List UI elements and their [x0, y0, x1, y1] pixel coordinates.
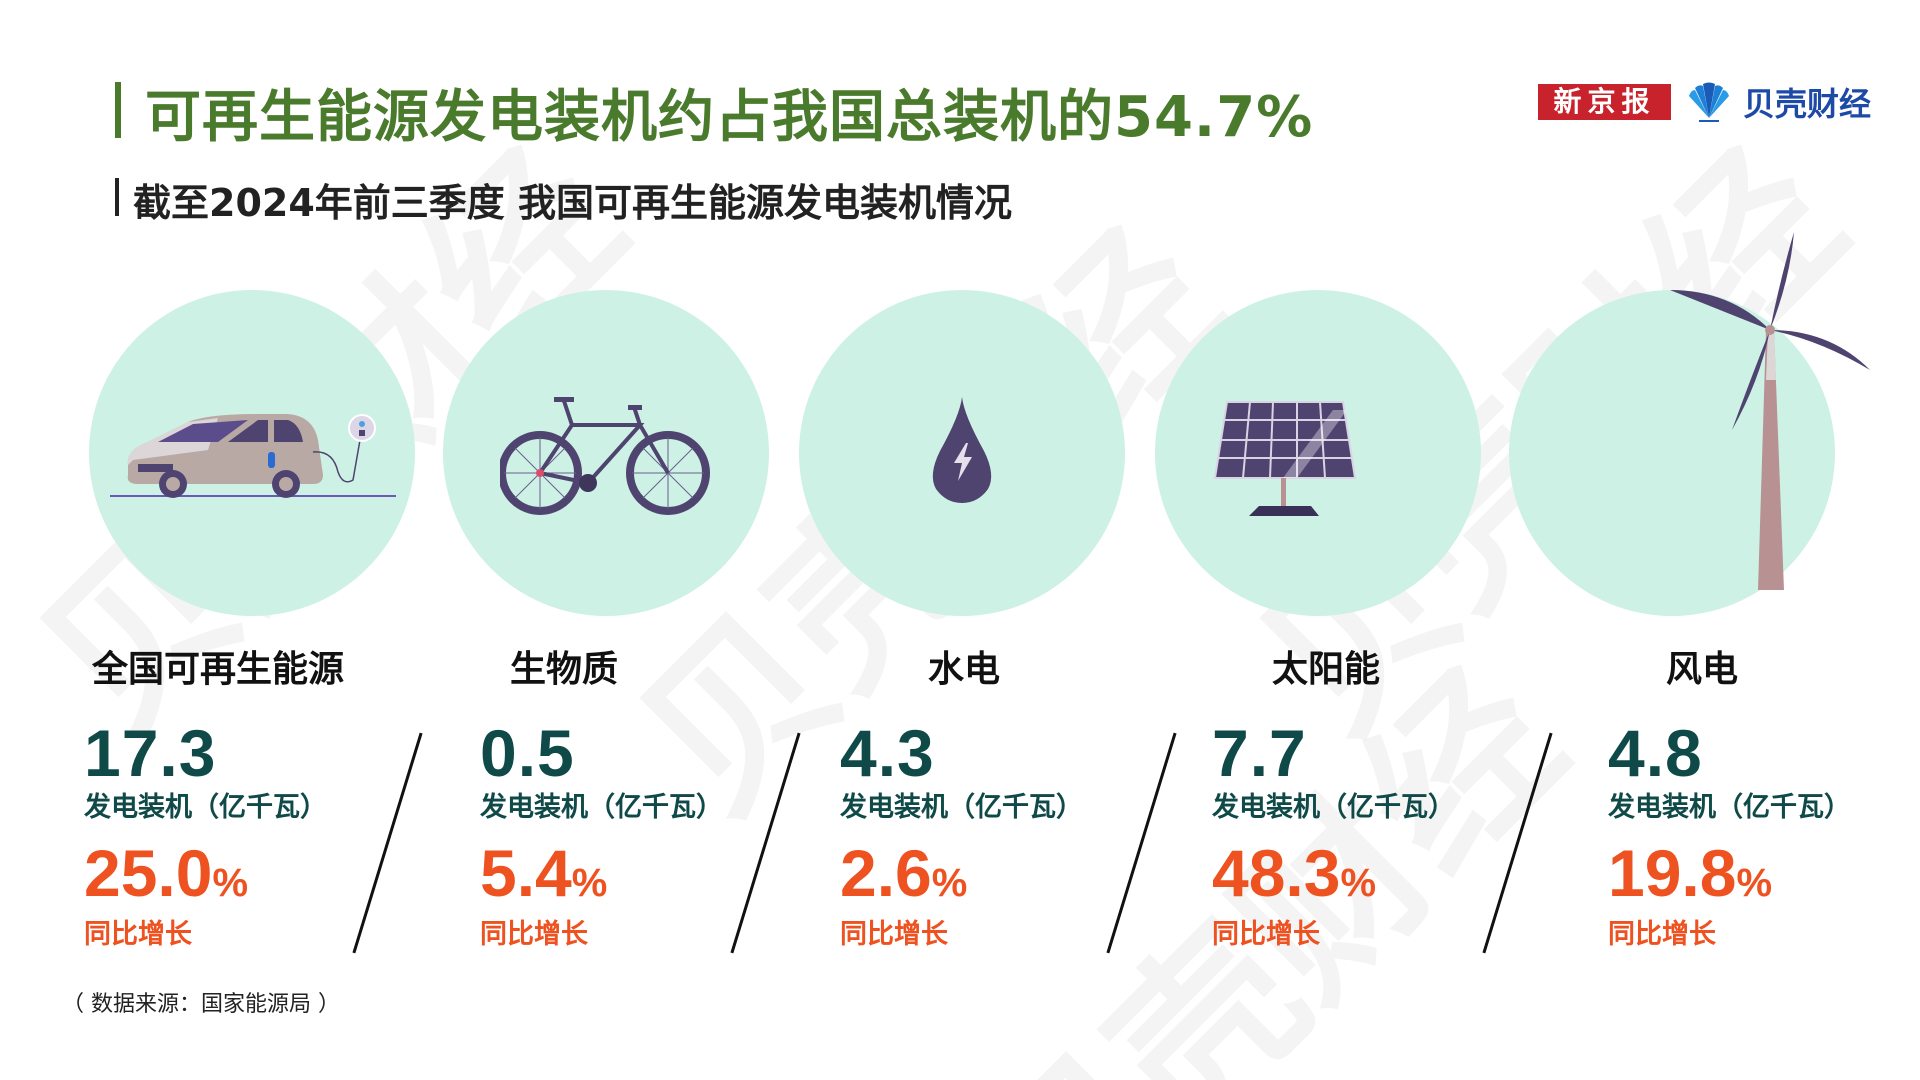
capacity-value: 4.8 — [1608, 716, 1703, 790]
page-subtitle: 截至2024年前三季度 我国可再生能源发电装机情况 — [133, 181, 1012, 225]
divider — [1482, 732, 1553, 954]
capacity-value: 0.5 — [480, 716, 575, 790]
growth-value: 25.0% — [84, 836, 249, 910]
category-label-biomass: 生物质 — [510, 649, 619, 690]
stat-national: 17.3 发电装机（亿千瓦） 25.0% 同比增长 — [84, 718, 327, 952]
growth-label: 同比增长 — [480, 919, 588, 950]
category-label-solar: 太阳能 — [1272, 649, 1381, 690]
stat-solar: 7.7 发电装机（亿千瓦） 48.3% 同比增长 — [1212, 718, 1455, 952]
capacity-value: 7.7 — [1212, 716, 1307, 790]
stat-hydro: 4.3 发电装机（亿千瓦） 2.6% 同比增长 — [840, 718, 1083, 952]
beike-logo: 贝壳财经 — [1685, 80, 1871, 124]
circle-biomass — [443, 290, 769, 616]
bicycle-icon — [498, 395, 712, 524]
electric-car-icon — [108, 380, 398, 504]
capacity-unit: 发电装机（亿千瓦） — [1212, 792, 1455, 823]
page-title: 可再生能源发电装机约占我国总装机的54.7% — [145, 85, 1314, 150]
growth-value: 19.8% — [1608, 836, 1773, 910]
water-drop-bolt-icon — [928, 395, 996, 509]
divider — [730, 732, 801, 954]
divider — [352, 732, 423, 954]
capacity-unit: 发电装机（亿千瓦） — [480, 792, 723, 823]
capacity-unit: 发电装机（亿千瓦） — [840, 792, 1083, 823]
capacity-unit: 发电装机（亿千瓦） — [1608, 792, 1851, 823]
divider — [1106, 732, 1177, 954]
xinjingbao-logo: 新京报 — [1538, 84, 1671, 120]
growth-value: 48.3% — [1212, 836, 1377, 910]
data-source: （ 数据来源：国家能源局 ） — [62, 992, 340, 1017]
category-label-hydro: 水电 — [928, 649, 1001, 690]
growth-value: 5.4% — [480, 836, 608, 910]
wind-turbine-icon — [1660, 230, 1880, 604]
capacity-value: 17.3 — [84, 716, 217, 790]
title-accent-bar — [115, 82, 121, 138]
growth-value: 2.6% — [840, 836, 968, 910]
category-label-wind: 风电 — [1666, 649, 1739, 690]
beike-logo-text: 贝壳财经 — [1743, 85, 1872, 123]
stat-wind: 4.8 发电装机（亿千瓦） 19.8% 同比增长 — [1608, 718, 1851, 952]
capacity-unit: 发电装机（亿千瓦） — [84, 792, 327, 823]
capacity-value: 4.3 — [840, 716, 935, 790]
growth-label: 同比增长 — [840, 919, 948, 950]
shell-icon — [1689, 82, 1729, 122]
growth-label: 同比增长 — [1608, 919, 1716, 950]
growth-label: 同比增长 — [1212, 919, 1320, 950]
category-label-national: 全国可再生能源 — [92, 649, 345, 690]
growth-label: 同比增长 — [84, 919, 192, 950]
subtitle-accent-bar — [115, 178, 119, 216]
stat-biomass: 0.5 发电装机（亿千瓦） 5.4% 同比增长 — [480, 718, 723, 952]
solar-panel-icon — [1213, 400, 1358, 524]
